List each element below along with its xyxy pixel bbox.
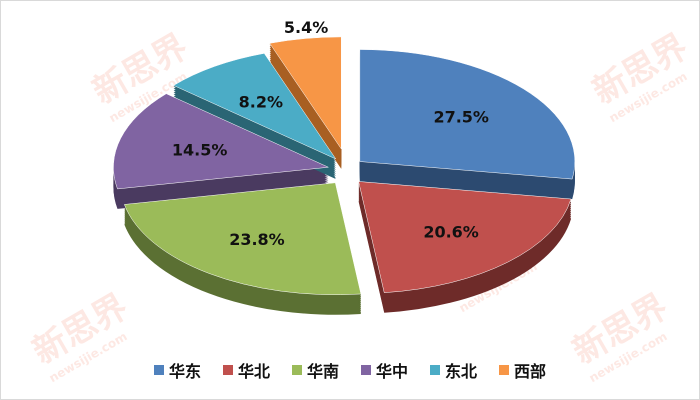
legend-swatch [153,365,164,375]
legend-label: 华北 [237,362,270,381]
legend-item: 华南 [291,358,339,382]
slice-华南 [124,182,362,296]
legend-swatch [499,365,510,375]
legend-swatch [291,365,302,375]
legend-swatch [430,365,441,375]
legend-label: 华东 [168,362,201,381]
slice-西部 [269,36,342,150]
slice-华北 [358,181,572,293]
data-label: 14.5% [172,140,228,159]
data-label: 23.8% [229,230,285,249]
legend-item: 华东 [153,358,201,382]
data-label: 5.4% [284,18,328,37]
data-label: 8.2% [239,93,283,112]
slice-东北 [173,53,337,160]
legend-item: 西部 [499,358,546,382]
legend-item: 华中 [361,358,408,382]
data-label: 20.6% [423,223,479,242]
slice-华东 [359,49,576,180]
legend-item: 华北 [222,358,270,382]
legend-label: 华南 [306,362,339,381]
legend: 华东 华北 华南 华中 东北 西部 [1,358,699,382]
legend-label: 东北 [445,362,478,381]
legend-swatch [361,365,371,375]
legend-label: 西部 [514,362,547,381]
data-label: 27.5% [433,107,489,126]
legend-item: 东北 [430,358,477,382]
legend-swatch [222,365,233,375]
legend-label: 华中 [376,362,409,381]
slice-华中 [113,93,330,190]
